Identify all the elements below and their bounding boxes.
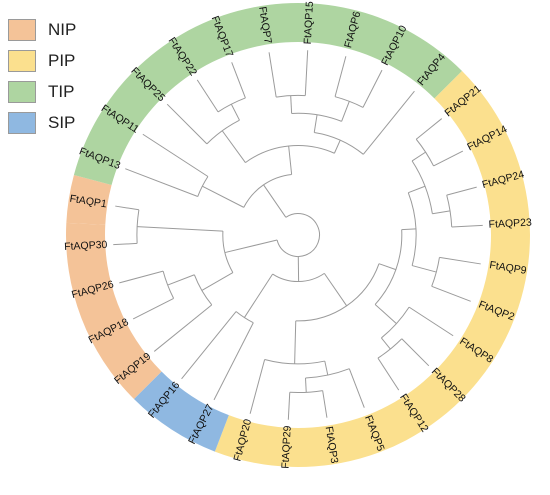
branch-radial bbox=[313, 114, 318, 133]
branch-radial bbox=[224, 239, 278, 254]
branch-radial bbox=[221, 130, 246, 163]
branch-radial bbox=[415, 118, 443, 140]
branch-arc bbox=[193, 274, 213, 306]
branch-radial bbox=[408, 306, 454, 337]
branch-radial bbox=[334, 56, 347, 97]
legend-item-tip: TIP bbox=[8, 76, 76, 107]
legend-swatch bbox=[8, 18, 36, 41]
branch-radial bbox=[287, 392, 291, 420]
legend-item-nip: NIP bbox=[8, 14, 76, 45]
branch-radial bbox=[401, 338, 430, 367]
branch-arc bbox=[136, 209, 140, 244]
leaf-label: FtAQP30 bbox=[64, 239, 108, 253]
branch-radial bbox=[294, 320, 297, 364]
branch-arc bbox=[222, 231, 234, 273]
leaf-label: FtAQP29 bbox=[280, 425, 294, 469]
leaf-label: FtAQP9 bbox=[489, 259, 528, 277]
legend-swatch bbox=[8, 111, 36, 134]
branch-arc bbox=[272, 272, 325, 283]
branch-radial bbox=[348, 368, 365, 408]
legend-label: TIP bbox=[48, 81, 75, 101]
branch-radial bbox=[323, 273, 348, 307]
legend-label: NIP bbox=[48, 19, 77, 39]
branch-arc bbox=[197, 176, 209, 197]
branch-radial bbox=[401, 228, 417, 231]
branch-radial bbox=[322, 390, 328, 418]
branch-radial bbox=[181, 311, 237, 380]
ring-segment-sip bbox=[133, 371, 229, 452]
branch-radial bbox=[196, 79, 219, 113]
tree-branches bbox=[113, 50, 483, 420]
branch-arc bbox=[446, 195, 453, 227]
branch-radial bbox=[201, 272, 234, 291]
branch-radial bbox=[243, 273, 274, 318]
legend: NIP PIP TIP SIP bbox=[8, 14, 76, 138]
branch-radial bbox=[137, 226, 223, 232]
branch-radial bbox=[263, 184, 287, 218]
branch-radial bbox=[304, 377, 307, 393]
branch-radial bbox=[377, 357, 400, 391]
branch-radial bbox=[408, 185, 426, 194]
branch-radial bbox=[268, 52, 277, 98]
branch-radial bbox=[167, 274, 195, 286]
branch-radial bbox=[362, 69, 383, 108]
branch-radial bbox=[113, 242, 138, 246]
branch-radial bbox=[324, 360, 329, 376]
legend-swatch bbox=[8, 49, 36, 72]
branch-radial bbox=[231, 62, 246, 99]
branch-radial bbox=[125, 168, 198, 197]
branch-radial bbox=[153, 304, 213, 352]
branch-arc bbox=[235, 311, 254, 324]
branch-arc bbox=[276, 213, 320, 257]
branch-radial bbox=[119, 270, 164, 284]
branch-arc bbox=[431, 257, 440, 287]
branch-radial bbox=[374, 304, 397, 325]
branch-arc bbox=[243, 173, 292, 208]
branch-radial bbox=[411, 151, 426, 162]
legend-label: SIP bbox=[48, 112, 76, 132]
branch-radial bbox=[411, 265, 437, 273]
legend-label: PIP bbox=[48, 50, 76, 70]
legend-item-pip: PIP bbox=[8, 45, 76, 76]
leaf-label: FtAQP7 bbox=[256, 6, 274, 45]
branch-radial bbox=[333, 139, 341, 154]
leaf-label: FtAQP1 bbox=[69, 193, 108, 211]
leaf-label: FtAQP23 bbox=[488, 217, 532, 231]
branch-radial bbox=[115, 205, 139, 211]
leaf-label: FtAQP3 bbox=[323, 425, 341, 464]
branch-radial bbox=[362, 90, 415, 155]
ring-segment-tip bbox=[73, 3, 463, 186]
branch-radial bbox=[166, 103, 208, 145]
branch-radial bbox=[439, 256, 481, 265]
branch-arc bbox=[415, 138, 435, 167]
ring-segment-nip bbox=[66, 222, 162, 400]
branch-radial bbox=[202, 185, 244, 208]
branch-radial bbox=[132, 297, 174, 320]
branch-radial bbox=[446, 186, 477, 196]
branch-radial bbox=[378, 263, 397, 271]
branch-radial bbox=[380, 337, 391, 350]
legend-swatch bbox=[8, 80, 36, 103]
branch-radial bbox=[288, 145, 293, 175]
branch-radial bbox=[341, 101, 350, 122]
branch-arc bbox=[411, 160, 433, 214]
branch-radial bbox=[230, 103, 240, 121]
ring-segment-nip bbox=[66, 174, 112, 225]
branch-arc bbox=[295, 263, 380, 322]
branch-radial bbox=[290, 95, 293, 114]
branch-radial bbox=[304, 50, 309, 96]
branch-arc bbox=[289, 390, 323, 394]
branch-radial bbox=[213, 322, 254, 401]
group-color-ring bbox=[66, 3, 530, 468]
branch-radial bbox=[432, 210, 451, 215]
branch-radial bbox=[142, 133, 209, 177]
ring-segment-pip bbox=[214, 70, 530, 468]
branch-radial bbox=[451, 224, 483, 228]
branch-radial bbox=[431, 285, 471, 302]
branch-radial bbox=[433, 150, 464, 167]
legend-item-sip: SIP bbox=[8, 107, 76, 138]
leaf-label: FtAQP15 bbox=[302, 1, 316, 45]
branch-radial bbox=[249, 359, 266, 414]
